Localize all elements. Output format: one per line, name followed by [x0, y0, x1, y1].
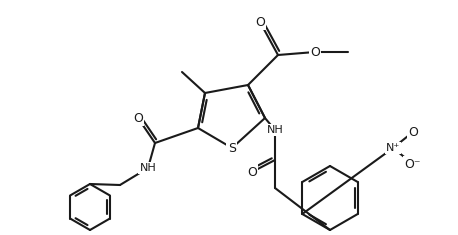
Text: S: S [228, 141, 236, 154]
Text: O: O [247, 165, 257, 179]
Text: O: O [255, 16, 265, 28]
Text: O: O [133, 111, 143, 125]
Text: O: O [408, 125, 418, 138]
Text: NH: NH [140, 163, 156, 173]
Text: N⁺: N⁺ [386, 143, 400, 153]
Text: O: O [310, 46, 320, 59]
Text: NH: NH [267, 125, 284, 135]
Text: O⁻: O⁻ [405, 157, 421, 171]
